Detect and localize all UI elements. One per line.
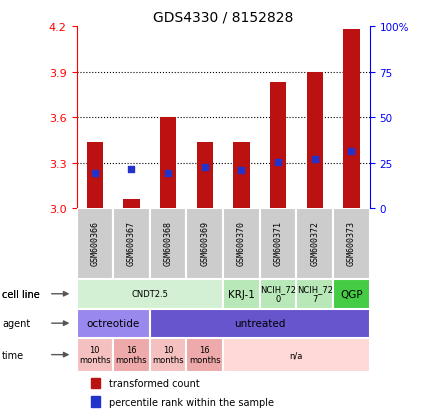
Bar <box>91 396 100 407</box>
Text: QGP: QGP <box>340 289 363 299</box>
Text: 16
months: 16 months <box>189 345 221 364</box>
FancyBboxPatch shape <box>333 209 370 279</box>
FancyBboxPatch shape <box>223 279 260 309</box>
Text: cell line: cell line <box>2 289 40 299</box>
Title: GDS4330 / 8152828: GDS4330 / 8152828 <box>153 10 293 24</box>
FancyBboxPatch shape <box>150 309 370 338</box>
Point <box>348 149 355 155</box>
FancyBboxPatch shape <box>150 209 187 279</box>
Text: GSM600372: GSM600372 <box>310 220 319 265</box>
Bar <box>343 30 360 209</box>
Point <box>312 157 318 163</box>
Bar <box>91 378 100 388</box>
Point <box>91 170 98 177</box>
Point <box>165 170 172 177</box>
Bar <box>87 142 103 209</box>
FancyBboxPatch shape <box>76 338 113 372</box>
Text: GSM600373: GSM600373 <box>347 220 356 265</box>
Text: time: time <box>2 350 24 360</box>
FancyBboxPatch shape <box>113 338 150 372</box>
FancyBboxPatch shape <box>187 209 223 279</box>
Text: GSM600370: GSM600370 <box>237 220 246 265</box>
Point <box>238 167 245 173</box>
Text: 10
months: 10 months <box>79 345 110 364</box>
Bar <box>160 118 176 209</box>
Text: NCIH_72
0: NCIH_72 0 <box>260 285 296 304</box>
Text: transformed count: transformed count <box>109 378 199 388</box>
Text: percentile rank within the sample: percentile rank within the sample <box>109 396 274 407</box>
Text: GSM600367: GSM600367 <box>127 220 136 265</box>
Text: CNDT2.5: CNDT2.5 <box>131 290 168 299</box>
FancyBboxPatch shape <box>113 209 150 279</box>
FancyBboxPatch shape <box>187 338 223 372</box>
Text: GSM600371: GSM600371 <box>274 220 283 265</box>
Text: GSM600369: GSM600369 <box>200 220 209 265</box>
FancyBboxPatch shape <box>223 338 370 372</box>
Bar <box>270 83 286 209</box>
Text: GSM600368: GSM600368 <box>164 220 173 265</box>
Text: 10
months: 10 months <box>152 345 184 364</box>
FancyBboxPatch shape <box>76 209 113 279</box>
Bar <box>233 142 250 209</box>
Text: KRJ-1: KRJ-1 <box>228 289 255 299</box>
FancyBboxPatch shape <box>296 279 333 309</box>
Point <box>201 164 208 171</box>
Point <box>275 159 281 166</box>
Bar <box>123 200 140 209</box>
FancyBboxPatch shape <box>260 279 296 309</box>
Point <box>128 166 135 173</box>
FancyBboxPatch shape <box>333 279 370 309</box>
Text: untreated: untreated <box>234 318 286 328</box>
Text: octreotide: octreotide <box>87 318 140 328</box>
Text: n/a: n/a <box>290 350 303 359</box>
Text: cell line: cell line <box>2 289 40 299</box>
FancyBboxPatch shape <box>223 209 260 279</box>
FancyBboxPatch shape <box>76 309 150 338</box>
Bar <box>196 142 213 209</box>
Bar <box>306 72 323 209</box>
FancyBboxPatch shape <box>150 338 187 372</box>
FancyBboxPatch shape <box>296 209 333 279</box>
Text: GSM600366: GSM600366 <box>91 220 99 265</box>
Text: agent: agent <box>2 318 30 328</box>
Text: 16
months: 16 months <box>116 345 147 364</box>
FancyBboxPatch shape <box>260 209 296 279</box>
Text: NCIH_72
7: NCIH_72 7 <box>297 285 333 304</box>
FancyBboxPatch shape <box>76 279 223 309</box>
